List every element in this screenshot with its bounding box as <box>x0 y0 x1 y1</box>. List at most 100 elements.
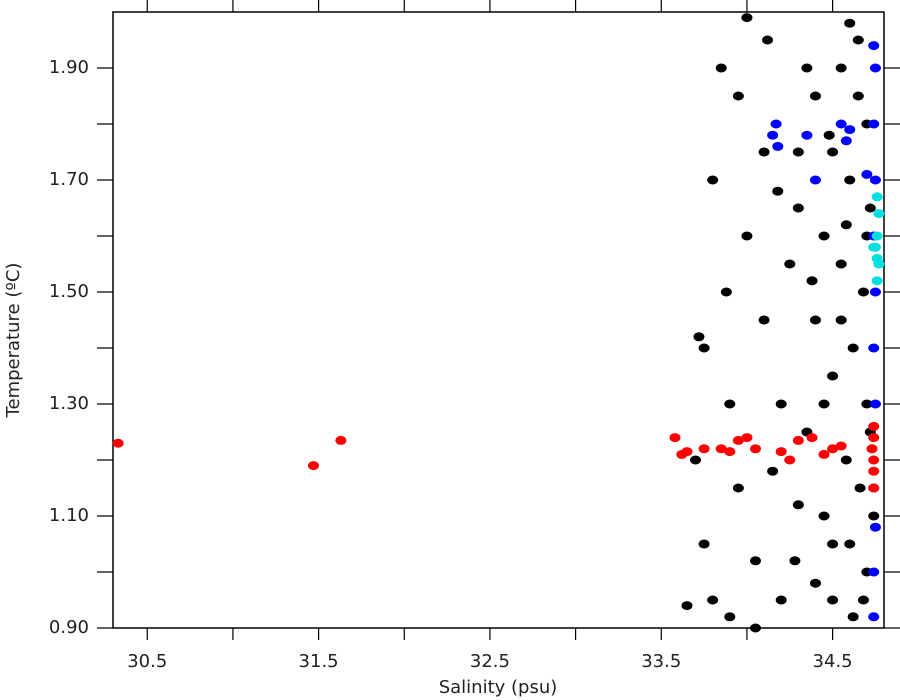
point <box>741 13 753 23</box>
point <box>801 63 813 73</box>
point <box>720 287 732 297</box>
point <box>869 287 881 297</box>
point <box>857 287 869 297</box>
y-tick-label: 1.70 <box>49 169 89 190</box>
point <box>750 444 761 454</box>
point <box>307 461 319 471</box>
point <box>758 315 770 325</box>
point <box>827 595 839 605</box>
point <box>869 175 881 185</box>
point <box>861 169 873 179</box>
point <box>767 130 779 140</box>
point <box>827 371 839 381</box>
point <box>873 259 885 269</box>
point <box>854 483 866 493</box>
point <box>868 119 880 129</box>
point <box>844 175 856 185</box>
point <box>698 343 710 353</box>
y-axis-title: Temperature (ºC) <box>3 263 24 419</box>
point <box>761 35 773 45</box>
point <box>335 435 347 445</box>
point <box>784 455 796 465</box>
point <box>818 231 830 241</box>
point <box>715 63 727 73</box>
point <box>750 623 761 633</box>
point <box>868 242 880 252</box>
point <box>818 511 830 521</box>
point <box>871 231 883 241</box>
point <box>792 203 804 213</box>
point <box>869 522 881 532</box>
point <box>852 91 864 101</box>
point <box>868 433 880 443</box>
point <box>707 175 719 185</box>
point <box>801 130 813 140</box>
point <box>835 119 847 129</box>
point <box>809 91 821 101</box>
point <box>669 433 681 443</box>
point <box>840 220 852 230</box>
point <box>681 601 693 611</box>
point <box>868 612 880 622</box>
point <box>868 567 880 577</box>
point <box>852 35 864 45</box>
point <box>792 435 804 445</box>
point <box>775 399 787 409</box>
point <box>707 595 719 605</box>
point <box>840 136 852 146</box>
point <box>775 595 787 605</box>
point <box>871 276 883 286</box>
point <box>741 433 753 443</box>
point <box>861 399 873 409</box>
point <box>809 578 821 588</box>
point <box>750 556 761 566</box>
point <box>681 447 693 457</box>
point <box>784 259 796 269</box>
point <box>698 539 710 549</box>
point <box>732 91 744 101</box>
point <box>866 444 878 454</box>
y-tick-label: 1.30 <box>49 393 89 414</box>
point <box>758 147 770 157</box>
point <box>840 455 852 465</box>
point <box>871 192 883 202</box>
point <box>741 231 753 241</box>
point <box>772 186 784 196</box>
point <box>772 141 784 151</box>
point <box>847 612 859 622</box>
point <box>827 147 839 157</box>
point <box>835 63 847 73</box>
point <box>724 612 736 622</box>
point <box>693 332 705 342</box>
y-tick-label: 0.90 <box>49 617 89 638</box>
point <box>827 444 839 454</box>
point <box>868 455 880 465</box>
point <box>809 315 821 325</box>
x-tick-label: 32.5 <box>470 651 510 672</box>
point <box>806 433 818 443</box>
point <box>792 500 804 510</box>
point <box>857 595 869 605</box>
point <box>864 203 876 213</box>
point <box>868 343 880 353</box>
point <box>724 447 736 457</box>
point <box>690 455 702 465</box>
y-tick-label: 1.10 <box>49 505 89 526</box>
y-tick-label: 1.50 <box>49 281 89 302</box>
point <box>112 438 124 448</box>
point <box>732 435 744 445</box>
point <box>844 539 856 549</box>
point <box>835 315 847 325</box>
point <box>792 147 804 157</box>
point <box>868 483 880 493</box>
x-tick-label: 34.5 <box>813 651 853 672</box>
plot-frame <box>112 11 885 629</box>
point <box>767 466 779 476</box>
point <box>818 449 830 459</box>
point <box>724 399 736 409</box>
y-tick-label: 1.90 <box>49 57 89 78</box>
point <box>868 41 880 51</box>
x-tick-label: 30.5 <box>127 651 167 672</box>
x-tick-label: 31.5 <box>299 651 339 672</box>
